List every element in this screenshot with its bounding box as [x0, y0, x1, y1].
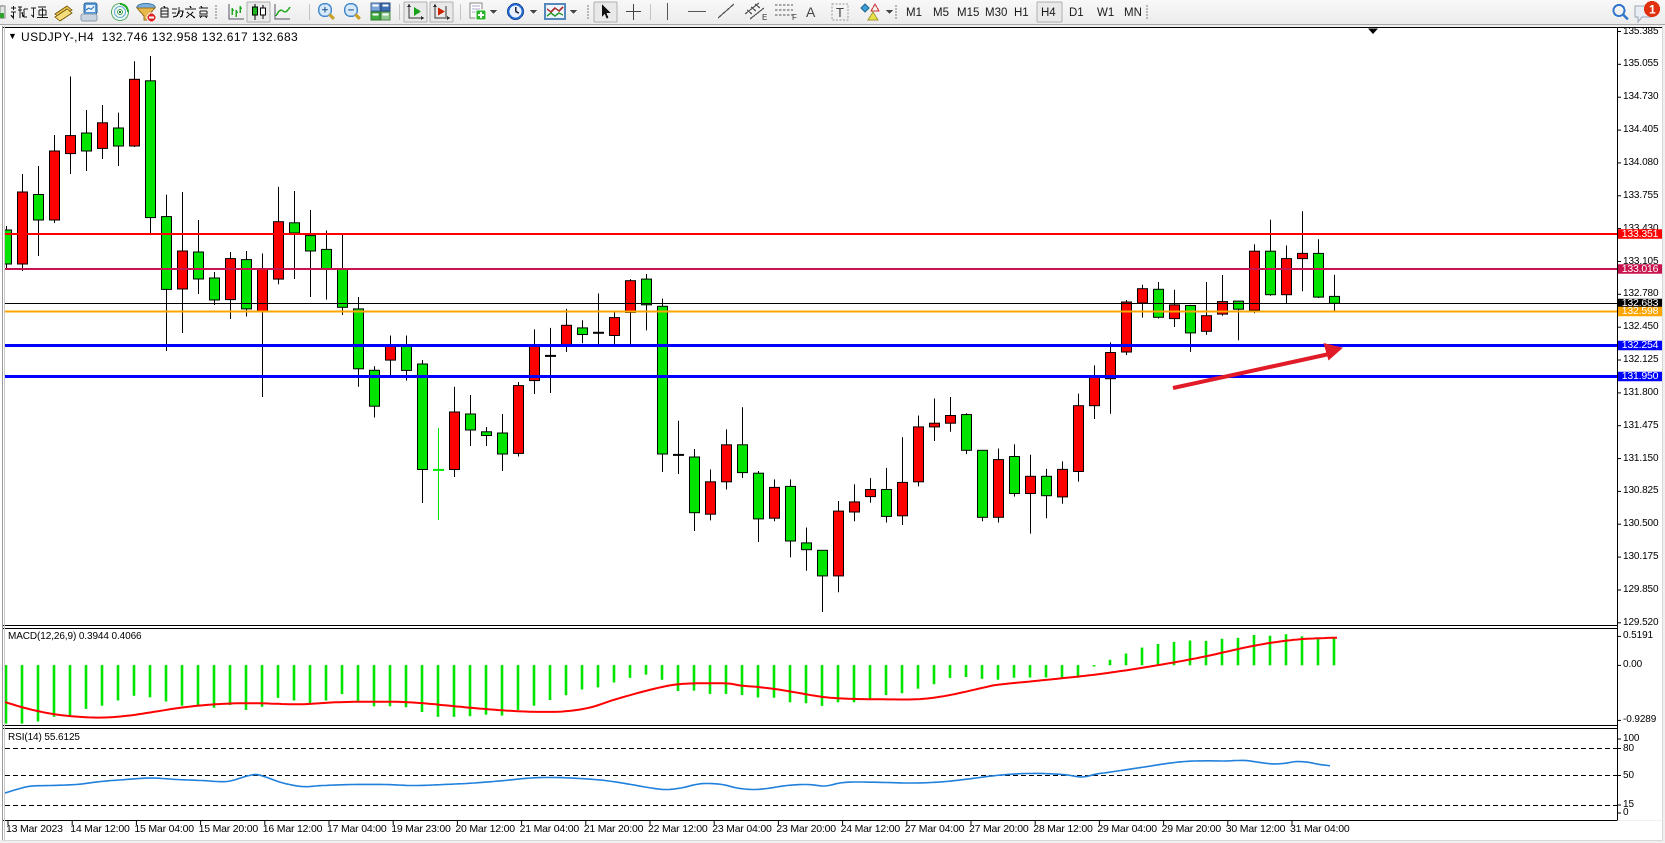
- svg-text:M15: M15: [957, 7, 979, 19]
- svg-text:1: 1: [1649, 3, 1656, 17]
- svg-text:A: A: [806, 4, 816, 20]
- svg-text:H1: H1: [1014, 7, 1029, 19]
- svg-text:F: F: [792, 13, 797, 22]
- svg-text:D1: D1: [1069, 7, 1084, 19]
- svg-text:M1: M1: [906, 7, 922, 19]
- svg-text:E: E: [762, 13, 767, 22]
- svg-text:MN: MN: [1124, 7, 1142, 19]
- svg-text:M30: M30: [985, 7, 1007, 19]
- svg-text:+: +: [322, 5, 328, 17]
- svg-text:−: −: [348, 5, 354, 17]
- svg-text:M5: M5: [933, 7, 949, 19]
- svg-text:H4: H4: [1041, 7, 1056, 19]
- svg-text:W1: W1: [1097, 7, 1114, 19]
- svg-text:T: T: [836, 5, 844, 20]
